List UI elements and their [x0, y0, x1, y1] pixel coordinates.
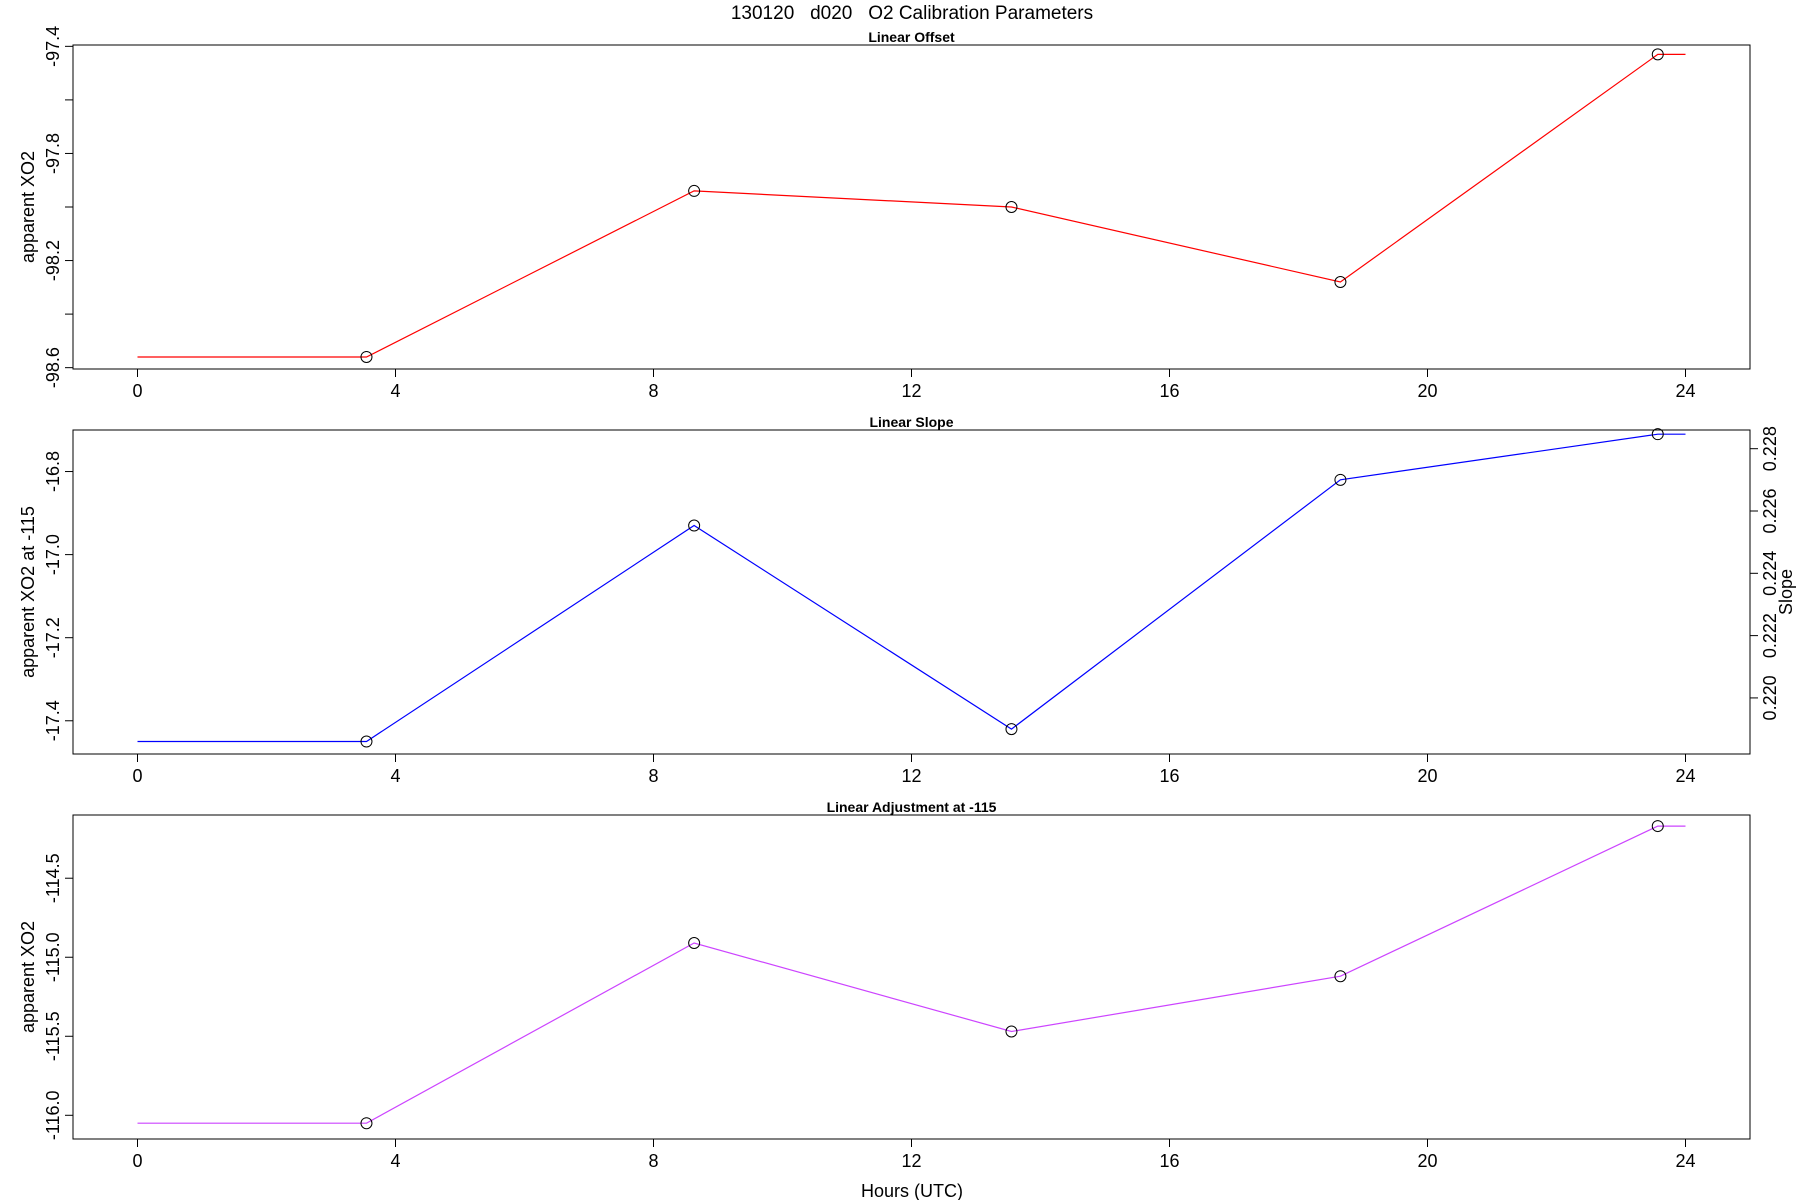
x-tick-label: 16 [1159, 381, 1179, 401]
panel-title: Linear Slope [869, 414, 953, 430]
x-tick-label: 24 [1675, 1151, 1695, 1171]
x-tick-label: 20 [1417, 1151, 1437, 1171]
y-tick-label: -98.2 [43, 240, 63, 281]
x-tick-label: 24 [1675, 381, 1695, 401]
data-point [1651, 428, 1664, 441]
x-tick-label: 4 [390, 766, 400, 786]
y2-tick-label: 0.224 [1760, 551, 1780, 596]
y2-tick-label: 0.226 [1760, 488, 1780, 533]
x-tick-label: 16 [1159, 1151, 1179, 1171]
y-tick-label: -17.4 [43, 700, 63, 741]
plot-frame [72, 44, 1751, 370]
y-tick-label: -16.8 [43, 451, 63, 492]
data-point [1651, 820, 1664, 833]
y-tick-label: -115.0 [43, 932, 63, 982]
data-point [1651, 48, 1664, 61]
y-tick-label: -98.6 [43, 347, 63, 388]
panel-2: Linear Slope 0 4 8 12 16 20 24 -17.4 -17.2 -17.0 -1… [18, 414, 1796, 786]
y-axis-label: apparent XO2 [18, 921, 38, 1033]
x-tick-label: 8 [648, 381, 658, 401]
panel-3: Linear Adjustment at -115 0 4 8 12 16 20 24 -116… [18, 799, 1751, 1171]
data-point [1334, 473, 1347, 486]
x-tick-label: 12 [901, 766, 921, 786]
panel-title: Linear Adjustment at -115 [827, 799, 997, 815]
y-tick-label: -17.0 [43, 534, 63, 575]
x-tick-label: 8 [648, 1151, 658, 1171]
x-tick-label: 4 [390, 381, 400, 401]
x-tick-label: 12 [901, 381, 921, 401]
x-tick-label: 20 [1417, 766, 1437, 786]
y2-tick-label: 0.220 [1760, 675, 1780, 720]
chart-panels: Linear Offset 0 4 8 12 16 20 24 -98.6 -98.2 -97.8 -… [18, 26, 1796, 1171]
figure-xlabel: Hours (UTC) [861, 1181, 963, 1200]
x-tick-label: 0 [132, 1151, 142, 1171]
y2-tick-label: 0.228 [1760, 426, 1780, 471]
series-line [137, 53, 1686, 358]
data-point [688, 184, 701, 197]
data-point [688, 937, 701, 950]
panel-1: Linear Offset 0 4 8 12 16 20 24 -98.6 -98.2 -97.8 -… [18, 26, 1751, 401]
plot-frame [72, 814, 1751, 1140]
x-tick-label: 20 [1417, 381, 1437, 401]
y-tick-label: -115.5 [43, 1011, 63, 1061]
plot-frame [72, 429, 1751, 755]
data-point [1005, 723, 1018, 736]
data-point [1334, 275, 1347, 288]
data-point [1005, 201, 1018, 213]
y-tick-label: -97.8 [43, 133, 63, 174]
y2-axis-label: Slope [1776, 569, 1796, 615]
x-tick-label: 0 [132, 381, 142, 401]
data-point [1005, 1025, 1018, 1038]
data-point [688, 519, 701, 532]
y-tick-label: -97.4 [43, 26, 63, 67]
panel-title: Linear Offset [868, 29, 955, 45]
x-tick-label: 24 [1675, 766, 1695, 786]
y-axis-label: apparent XO2 at -115 [18, 506, 38, 678]
y-tick-label: -114.5 [43, 853, 63, 903]
series-line [137, 825, 1686, 1124]
data-point [1334, 970, 1347, 983]
data-point [360, 735, 373, 748]
data-point [360, 350, 373, 363]
figure-title: 130120 d020 O2 Calibration Parameters [731, 3, 1093, 24]
x-tick-label: 4 [390, 1151, 400, 1171]
x-tick-label: 16 [1159, 766, 1179, 786]
y2-tick-label: 0.222 [1760, 613, 1780, 658]
x-tick-label: 12 [901, 1151, 921, 1171]
y-axis-label: apparent XO2 [18, 151, 38, 263]
data-point [360, 1117, 373, 1130]
x-tick-label: 0 [132, 766, 142, 786]
y-tick-label: -116.0 [43, 1090, 63, 1140]
series-line [137, 433, 1686, 743]
y-tick-label: -17.2 [43, 617, 63, 658]
x-tick-label: 8 [648, 766, 658, 786]
